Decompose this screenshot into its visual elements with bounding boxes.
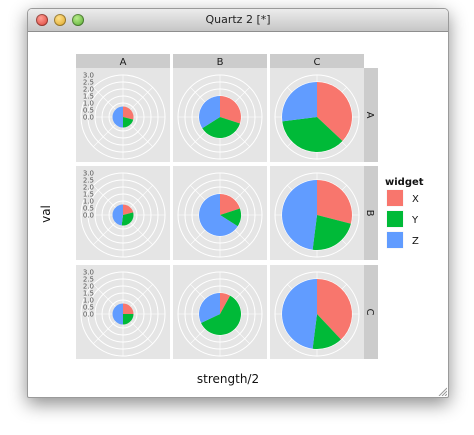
pie-slice-x — [123, 204, 134, 215]
pie-slice-x — [123, 106, 134, 120]
pie-slice-z — [112, 303, 123, 325]
row-strip — [364, 166, 378, 260]
legend-label: Y — [411, 215, 419, 226]
facet-panel — [173, 166, 267, 260]
column-strip-label: A — [120, 57, 127, 68]
column-strip-label: B — [217, 57, 224, 68]
pie-slice-y — [123, 314, 134, 325]
column-strip-label: C — [314, 57, 321, 68]
pie-slice-z — [199, 194, 238, 236]
pie-slice-x — [123, 303, 134, 314]
facet-panel — [173, 265, 267, 359]
y-axis-title: val — [39, 205, 53, 223]
y-tick-label: 2.0 — [83, 86, 94, 94]
y-tick-label: 0.5 — [83, 304, 94, 312]
legend-swatch-y — [387, 211, 403, 227]
y-tick-label: 1.0 — [83, 297, 94, 305]
legend-swatch-z — [387, 232, 403, 248]
y-tick-label: 1.5 — [83, 93, 94, 101]
y-tick-label: 0.0 — [83, 114, 94, 122]
row-strip-label: A — [364, 112, 375, 119]
pie-slice-z — [199, 95, 220, 129]
pie-slice-z — [282, 180, 317, 250]
x-axis-title: strength/2 — [197, 372, 259, 386]
legend-title: widget — [385, 177, 424, 188]
pie-slice-y — [312, 215, 351, 251]
plot-window: Quartz 2 [*] A B C A B C 0.0 0.5 1.0 1.5 2.0 2.5 3.0… — [27, 8, 449, 398]
pie-slice-y — [312, 314, 341, 349]
y-tick-label: 1.0 — [83, 100, 94, 108]
y-tick-label: 0.0 — [83, 212, 94, 220]
pie-slice-z — [282, 82, 317, 122]
zoom-button[interactable] — [72, 14, 84, 26]
y-tick-label: 2.5 — [83, 177, 94, 185]
y-tick-label: 1.5 — [83, 191, 94, 199]
y-tick-label: 2.0 — [83, 184, 94, 192]
column-strip — [173, 54, 267, 68]
y-tick-label: 3.0 — [83, 170, 94, 178]
y-tick-label: 3.0 — [83, 269, 94, 277]
pie-slice-y — [282, 117, 343, 152]
y-tick-label: 2.0 — [83, 283, 94, 291]
pie-slice-z — [281, 279, 317, 349]
row-strip-label: B — [364, 210, 375, 217]
close-button[interactable] — [36, 14, 48, 26]
facet-panel — [173, 68, 267, 162]
pie-slice-x — [317, 180, 352, 224]
pie-slice-x — [220, 194, 240, 215]
legend-swatch-x — [387, 190, 403, 206]
pie-slice-x — [317, 82, 353, 141]
y-tick-label: 0.5 — [83, 205, 94, 213]
pie-slice-y — [121, 212, 134, 226]
pie-slice-y — [200, 295, 241, 335]
pie-slice-x — [220, 96, 241, 124]
pie-slice-x — [220, 293, 231, 314]
facet-panel — [270, 68, 364, 162]
row-strip-label: C — [364, 309, 375, 316]
pie-slice-z — [112, 106, 123, 128]
y-tick-label: 1.5 — [83, 290, 94, 298]
faceted-pie-chart: A B CABC0.00.51.01.52.02.53.00.00.51.01.52… — [39, 54, 424, 386]
facet-panel — [76, 166, 170, 260]
column-strip — [270, 54, 364, 68]
title-bar[interactable]: Quartz 2 [*] — [28, 9, 448, 32]
y-tick-label: 3.0 — [83, 72, 94, 80]
legend-label: X — [412, 194, 419, 205]
facet-panel — [270, 166, 364, 260]
facet-panel — [270, 265, 364, 359]
pie-slice-z — [112, 204, 123, 226]
pie-slice-y — [220, 208, 241, 227]
facet-panel — [76, 265, 170, 359]
pie-slice-z — [198, 293, 220, 323]
y-tick-label: 0.5 — [83, 107, 94, 115]
column-strip — [76, 54, 170, 68]
y-tick-label: 1.0 — [83, 198, 94, 206]
minimize-button[interactable] — [54, 14, 66, 26]
pie-slice-x — [317, 279, 353, 340]
pie-slice-y — [123, 117, 134, 128]
y-tick-label: 0.0 — [83, 311, 94, 319]
row-strip — [364, 68, 378, 162]
y-tick-label: 2.5 — [83, 276, 94, 284]
y-tick-label: 2.5 — [83, 79, 94, 87]
row-strip — [364, 265, 378, 359]
facet-panel — [76, 68, 170, 162]
pie-slice-y — [202, 117, 240, 139]
legend-label: Z — [412, 236, 419, 247]
resize-grip-icon[interactable] — [437, 386, 447, 396]
window-title: Quartz 2 [*] — [205, 13, 271, 26]
